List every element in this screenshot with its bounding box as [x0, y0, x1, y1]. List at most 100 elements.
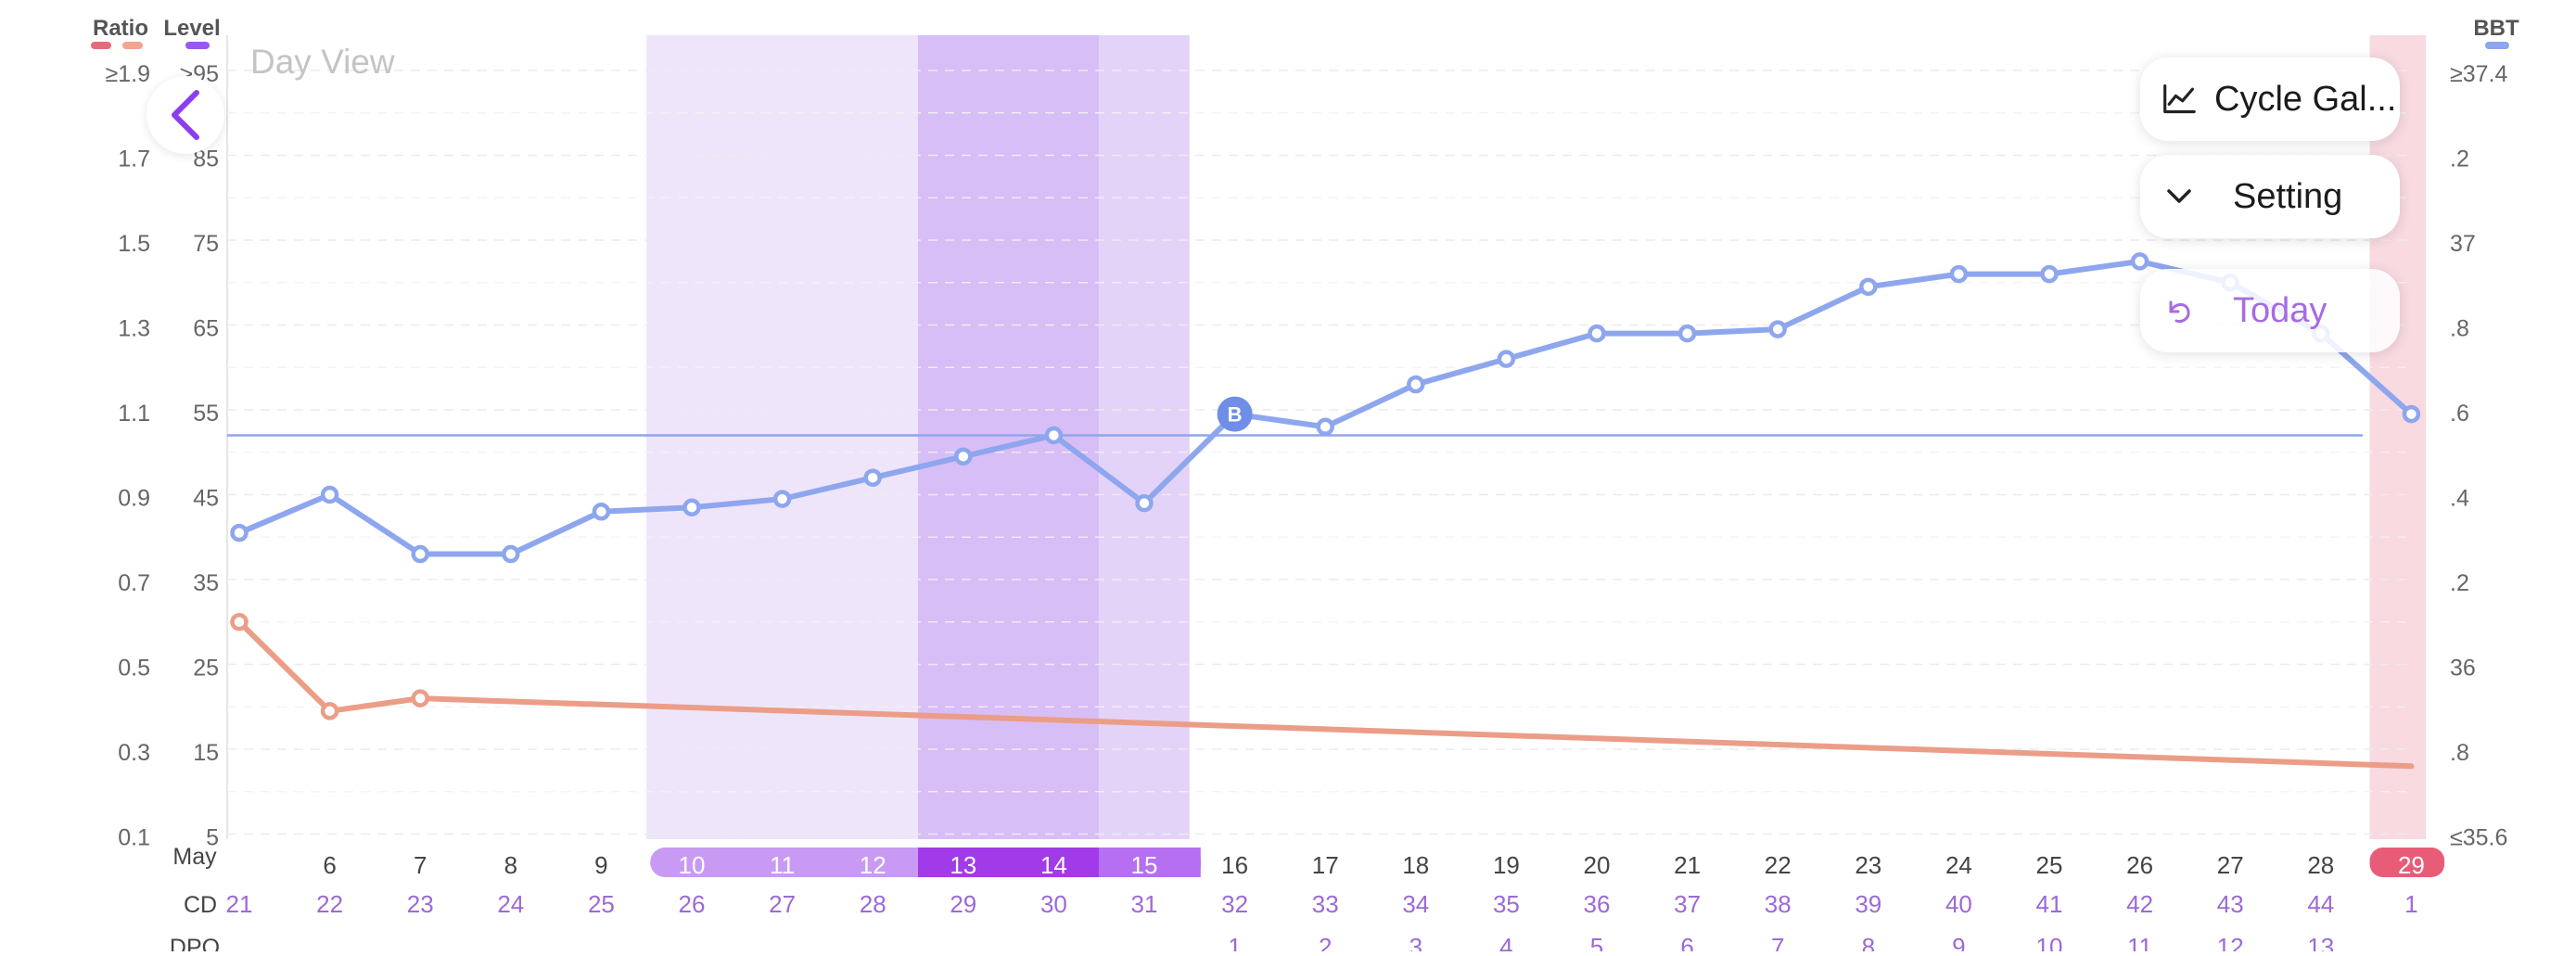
- ratio-tick-label: ≥1.9: [106, 61, 150, 87]
- bbt-data-point[interactable]: [1677, 324, 1697, 343]
- level-legend-swatch: [185, 42, 210, 49]
- bbt-data-point[interactable]: [1768, 320, 1787, 338]
- bbt-data-point[interactable]: [230, 523, 249, 542]
- ratio-tick-label: 0.7: [118, 570, 150, 596]
- bbt-data-point[interactable]: [1135, 493, 1154, 513]
- peak-days-band: [918, 35, 1100, 839]
- bbt-tick-label: ≥37.4: [2450, 61, 2507, 87]
- bbt-data-point[interactable]: [502, 544, 520, 564]
- bbt-data-point[interactable]: [320, 485, 339, 504]
- level-tick-label: 65: [193, 316, 219, 342]
- cd-value: 43: [2217, 890, 2244, 918]
- bbt-data-point[interactable]: [1044, 426, 1064, 445]
- bbt-series-line: [236, 258, 2415, 557]
- period-date-pill: [2369, 848, 2445, 877]
- date-tick-label: 6: [323, 851, 336, 879]
- today-label: Today: [2233, 290, 2327, 330]
- bbt-data-point[interactable]: [1407, 375, 1425, 394]
- bbt-data-point[interactable]: [863, 468, 882, 487]
- cd-value: 40: [1945, 890, 1972, 918]
- bbt-data-point[interactable]: [2402, 404, 2421, 424]
- cd-value: 25: [588, 890, 615, 918]
- ratio-data-point[interactable]: [411, 689, 429, 707]
- bbt-data-point[interactable]: [592, 503, 611, 521]
- bbt-data-point[interactable]: [772, 490, 792, 508]
- ratio-tick-label: 0.5: [118, 656, 150, 682]
- cd-value: 34: [1402, 890, 1429, 918]
- date-tick-label: 27: [2217, 851, 2244, 879]
- dpo-value: 9: [1952, 933, 1965, 951]
- bbt-tick-label: .6: [2450, 401, 2469, 427]
- ratio-series-line: [236, 618, 2415, 770]
- ratio-tick-label: 0.1: [118, 825, 150, 851]
- bbt-data-point[interactable]: [1497, 350, 1516, 368]
- dpo-value: 13: [2307, 933, 2334, 951]
- post-peak-band: [1099, 35, 1190, 839]
- bbt-data-point[interactable]: [411, 544, 429, 564]
- date-tick-label: 17: [1312, 851, 1339, 879]
- bbt-tick-label: .8: [2450, 316, 2469, 342]
- level-tick-label: 75: [193, 231, 219, 257]
- cd-value: 27: [769, 890, 796, 918]
- ratio-legend-swatch: [91, 42, 111, 49]
- cycle-gallery-label: Cycle Gal...: [2214, 79, 2397, 119]
- bbt-data-point[interactable]: [1859, 277, 1878, 297]
- bbt-tick-label: .4: [2450, 486, 2469, 512]
- ratio-data-point[interactable]: [320, 702, 339, 720]
- dpo-value: 1: [1228, 933, 1241, 951]
- date-tick-label: 28: [2307, 851, 2334, 879]
- cd-value: 35: [1493, 890, 1520, 918]
- cd-value: 42: [2126, 890, 2153, 918]
- cd-value: 33: [1312, 890, 1339, 918]
- setting-label: Setting: [2233, 176, 2343, 216]
- bbt-data-point[interactable]: [954, 447, 973, 466]
- dpo-value: 5: [1590, 933, 1603, 951]
- bbt-tick-label: 36: [2450, 656, 2476, 682]
- cd-value: 30: [1040, 890, 1067, 918]
- cd-value: 23: [407, 890, 434, 918]
- bbt-tick-label: ≤35.6: [2450, 825, 2507, 851]
- date-tick-label: 10: [679, 851, 706, 879]
- bbt-data-point[interactable]: [682, 498, 701, 516]
- level-legend-label: Level: [163, 16, 220, 41]
- cd-value: 44: [2307, 890, 2334, 918]
- bbt-data-point[interactable]: [2040, 264, 2059, 284]
- cycle-gallery-button[interactable]: Cycle Gal...: [2140, 57, 2400, 141]
- ratio-tick-label: 0.3: [118, 740, 150, 766]
- back-button[interactable]: [147, 76, 224, 154]
- view-title: Day View: [250, 43, 395, 81]
- cd-value: 1: [2404, 890, 2417, 918]
- dpo-value: 6: [1680, 933, 1693, 951]
- bbt-marker-badge[interactable]: [1217, 396, 1253, 432]
- ratio-tick-label: 1.3: [118, 316, 150, 342]
- date-tick-label: 13: [950, 851, 976, 879]
- cd-value: 41: [2036, 890, 2063, 918]
- bbt-legend-swatch: [2485, 42, 2509, 49]
- date-tick-label: 12: [860, 851, 886, 879]
- today-button[interactable]: Today: [2140, 269, 2400, 352]
- ratio-legend-label: Ratio: [93, 16, 148, 41]
- ratio-data-point[interactable]: [230, 613, 249, 631]
- bbt-tick-label: .8: [2450, 740, 2469, 766]
- cd-value: 37: [1674, 890, 1701, 918]
- date-tick-label: 19: [1493, 851, 1520, 879]
- date-tick-label: 14: [1040, 851, 1067, 879]
- dpo-row-label: DPO: [170, 935, 220, 951]
- cd-value: 31: [1131, 890, 1158, 918]
- bbt-data-point[interactable]: [1949, 264, 1969, 284]
- bbt-data-point[interactable]: [1316, 417, 1334, 437]
- cd-value: 28: [860, 890, 886, 918]
- cd-value: 22: [316, 890, 343, 918]
- date-tick-label: 20: [1584, 851, 1611, 879]
- date-tick-label: 26: [2126, 851, 2153, 879]
- setting-button[interactable]: Setting: [2140, 155, 2400, 238]
- bbt-data-point[interactable]: [2130, 252, 2149, 271]
- dpo-value: 3: [1409, 933, 1422, 951]
- bbt-data-point[interactable]: [1588, 324, 1606, 343]
- cd-value: 29: [950, 890, 976, 918]
- ratio-tick-label: 0.9: [118, 486, 150, 512]
- cd-value: 21: [226, 890, 253, 918]
- cd-value: 26: [679, 890, 706, 918]
- dpo-value: 4: [1499, 933, 1512, 951]
